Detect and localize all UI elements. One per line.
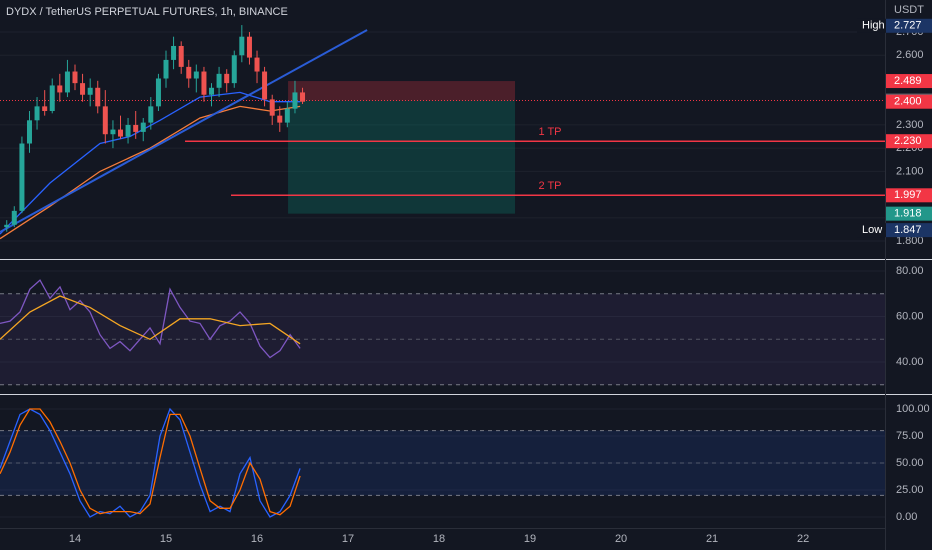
price-tag [886,94,932,109]
candle-body [87,87,93,95]
candle-body [125,124,131,137]
price-tag-value: 1.847 [894,224,922,236]
candle-body [64,71,70,93]
candle-body [19,143,25,211]
chart-title: DYDX / TetherUS PERPETUAL FUTURES, 1h, B… [6,6,288,18]
y-tick-label: 2.600 [896,49,924,61]
y-tick-label: 0.00 [896,511,917,523]
indicator-line [0,407,301,518]
target-label: 1 TP [538,126,561,138]
candle-body [178,45,184,67]
y-tick-label: 75.00 [896,430,924,442]
candle-body [57,85,63,93]
price-tag-value: 1.997 [894,189,922,201]
candle-body [300,92,306,102]
moving-average [0,91,301,235]
candle-body [133,124,139,132]
candle-body [148,106,154,123]
price-tag-name-box [857,18,886,33]
y-tick-label: 80.00 [896,265,924,277]
x-tick-label: 21 [706,533,718,545]
candle-body [239,36,245,56]
candle-body [163,59,169,79]
price-tag [886,18,932,33]
y-tick-label: 1.800 [896,235,924,247]
x-tick-label: 18 [433,533,445,545]
y-tick-label: 2.300 [896,119,924,131]
price-tag [886,206,932,221]
candle-body [155,78,161,107]
price-tag-value: 2.400 [894,96,922,108]
candle-body [49,85,55,112]
candle-body [102,106,108,135]
candle-body [171,45,177,60]
candle-body [262,71,268,100]
unit-label: USDT [894,4,924,16]
candle-body [254,57,260,72]
candle-body [224,73,230,84]
price-tag-value: 2.489 [894,75,922,87]
candle-body [95,87,101,107]
candle-body [209,87,215,95]
y-tick-label: 100.00 [896,403,930,415]
x-tick-label: 15 [160,533,172,545]
trend-line [0,29,368,233]
candle-body [269,99,275,116]
price-tag-name-box [857,223,886,238]
candle-body [4,224,10,228]
price-tag [886,74,932,89]
y-tick-label: 25.00 [896,484,924,496]
y-tick-label: 2.100 [896,165,924,177]
candle-body [72,71,78,84]
price-tag-name: High [862,20,885,32]
target-zone [288,100,516,214]
price-tag-value: 2.727 [894,20,922,32]
candle-body [277,115,283,123]
candle-body [292,92,298,109]
candle-body [34,106,40,121]
candle-body [216,73,222,88]
candle-body [117,129,123,137]
candle-body [11,210,17,225]
x-tick-label: 19 [524,533,536,545]
price-tag [886,188,932,203]
candle-body [201,71,207,95]
target-label: 2 TP [538,180,561,192]
candle-body [42,106,48,112]
price-tag-name: Low [862,224,882,236]
x-tick-label: 16 [251,533,263,545]
price-tag-value: 2.230 [894,135,922,147]
x-tick-label: 22 [797,533,809,545]
price-tag [886,223,932,238]
candle-body [246,36,252,58]
candle-body [186,66,192,79]
indicator-line [0,295,301,345]
y-tick-label: 60.00 [896,310,924,322]
stop-zone [288,81,516,101]
y-tick-label: 50.00 [896,457,924,469]
x-tick-label: 17 [342,533,354,545]
candle-body [26,120,32,144]
candle-body [231,55,237,84]
candle-body [140,122,146,132]
candle-body [284,108,290,123]
price-tag-value: 1.918 [894,208,922,220]
indicator-line [0,279,301,359]
price-tag [886,134,932,149]
indicator-line [0,408,301,516]
x-tick-label: 14 [69,533,81,545]
candle-body [80,83,86,95]
candle-body [110,129,116,135]
candle-body [193,71,199,79]
x-tick-label: 20 [615,533,627,545]
y-tick-label: 40.00 [896,356,924,368]
